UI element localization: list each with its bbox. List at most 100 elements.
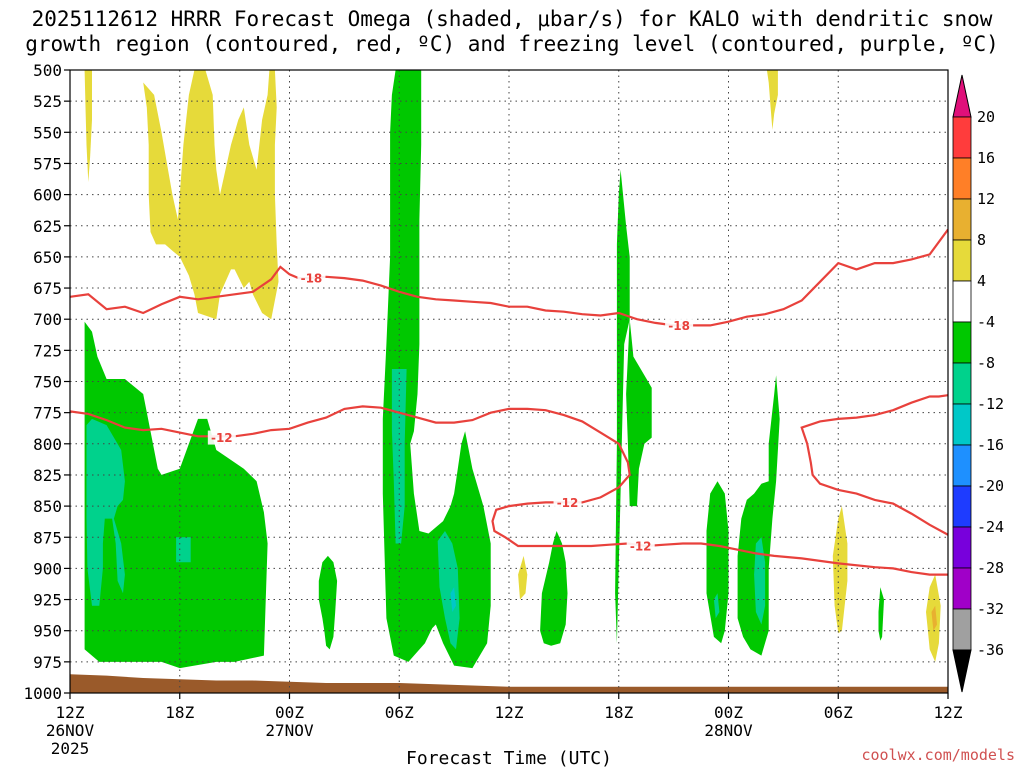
omega-region-sinking-4-8-4	[518, 555, 528, 600]
colorbar-band	[952, 239, 972, 282]
x-tick-label: 00Z	[714, 703, 743, 722]
y-tick-label: 725	[33, 341, 62, 360]
omega-region-rising-4-8-2	[382, 70, 491, 669]
omega-region-sinking-4-8-5	[832, 506, 848, 634]
x-tick-date: 28NOV	[704, 721, 753, 740]
omega-region-rising-4-8-3	[318, 555, 338, 650]
omega-region-rising-4-8-1	[84, 321, 268, 669]
x-tick-label: 06Z	[824, 703, 853, 722]
y-axis: 500 525 550 575 600 625 650 675 700 725 750 775 800 8…	[23, 61, 70, 703]
x-tick-label: 06Z	[385, 703, 414, 722]
colorbar-tick-label: 16	[977, 149, 995, 167]
y-tick-label: 525	[33, 92, 62, 111]
plot-layers: -18 -18 -12 -12 -12	[70, 70, 948, 693]
y-tick-label: 575	[33, 154, 62, 173]
colorbar-tick-label: 12	[977, 190, 995, 208]
omega-region-rising-8-12-6	[713, 593, 720, 619]
y-tick-label: 925	[33, 591, 62, 610]
contour-label: -12	[557, 496, 579, 510]
colorbar-band	[952, 321, 972, 364]
omega-region-rising-8-12-5	[754, 537, 766, 625]
colorbar-band	[952, 116, 972, 159]
source-credit: coolwx.com/models	[861, 746, 1015, 764]
omega-region-rising-12-16-1	[450, 587, 456, 612]
colorbar-tick-label: -4	[977, 313, 995, 331]
colorbar-tick-label: 8	[977, 231, 986, 249]
contour-label: -12	[211, 431, 233, 445]
omega-region-rising-8-12-4	[437, 531, 460, 650]
omega-region-sinking-8-12-1	[931, 605, 937, 631]
x-tick-label: 12Z	[495, 703, 524, 722]
y-tick-label: 950	[33, 622, 62, 641]
colorbar-band	[952, 444, 972, 487]
colorbar-band	[952, 608, 972, 651]
omega-region-rising-4-8-5	[615, 169, 652, 644]
omega-region-rising-8-12-1	[86, 418, 125, 606]
contour-label-bg	[665, 318, 694, 333]
contour-label: -18	[301, 272, 323, 286]
grid-lines	[70, 70, 948, 693]
x-tick-year: 2025	[51, 739, 90, 758]
plot-area: -18 -18 -12 -12 -12	[69, 69, 949, 694]
colorbar-tick-label: -16	[977, 436, 1004, 454]
contour-label-bg	[553, 495, 582, 510]
colorbar-tick-label: 4	[977, 272, 986, 290]
y-tick-label: 675	[33, 279, 62, 298]
chart-title-line-1: 2025112612 HRRR Forecast Omega (shaded, …	[32, 7, 993, 31]
colorbar-tick-label: -28	[977, 559, 1004, 577]
colorbar-tick-label: -24	[977, 518, 1004, 536]
chart-title-line-2: growth region (contoured, red, ºC) and f…	[25, 32, 999, 56]
y-tick-label: 875	[33, 528, 62, 547]
colorbar-band	[952, 567, 972, 610]
omega-region-rising-4-8-4	[540, 531, 568, 646]
omega-region-sinking-4-8-2	[143, 70, 279, 320]
y-tick-label: 750	[33, 373, 62, 392]
colorbar-tick-label: -36	[977, 641, 1004, 659]
colorbar-band	[952, 362, 972, 405]
y-tick-label: 775	[33, 404, 62, 423]
colorbar-tick-label: -20	[977, 477, 1004, 495]
x-tick-label: 12Z	[56, 703, 85, 722]
y-tick-label: 800	[33, 435, 62, 454]
contour-label-bg	[207, 430, 236, 445]
x-tick-label: 00Z	[275, 703, 304, 722]
x-tick-label: 18Z	[604, 703, 633, 722]
colorbar-tick-label: -32	[977, 600, 1004, 618]
terrain-fill	[70, 674, 948, 693]
y-tick-label: 975	[33, 653, 62, 672]
contour-label-bg	[297, 271, 326, 286]
y-tick-label: 500	[33, 61, 62, 80]
colorbar: 20 16 12 8 4 -4 -8 -12 -16 -20 -24 -28 -32 -36	[952, 74, 1004, 693]
colorbar-tick-label: -8	[977, 354, 995, 372]
contour--12-2	[70, 405, 948, 576]
colorbar-top-arrow	[952, 74, 972, 118]
colorbar-band	[952, 403, 972, 446]
contour-label: -12	[630, 539, 652, 553]
colorbar-band	[952, 198, 972, 241]
omega-region-rising-4-8-6	[706, 481, 729, 644]
colorbar-tick-label: -12	[977, 395, 1004, 413]
y-tick-label: 850	[33, 497, 62, 516]
y-tick-label: 600	[33, 186, 62, 205]
omega-region-rising-4-8-8	[878, 587, 884, 641]
omega-region-sinking-4-8-3	[766, 70, 778, 130]
x-tick-date: 26NOV	[46, 721, 95, 740]
colorbar-tick-label: 20	[977, 108, 995, 126]
x-axis-label: Forecast Time (UTC)	[406, 748, 612, 768]
contour-label: -18	[668, 319, 690, 333]
colorbar-band	[952, 485, 972, 528]
y-tick-label: 650	[33, 248, 62, 267]
contour--18-1	[70, 228, 948, 327]
colorbar-band	[952, 280, 972, 323]
colorbar-band	[952, 157, 972, 200]
y-tick-label: 825	[33, 466, 62, 485]
x-tick-label: 18Z	[165, 703, 194, 722]
contour--12-3	[800, 394, 948, 536]
contour-label-bg	[626, 538, 655, 553]
omega-region-rising-4-8-7	[737, 375, 780, 656]
omega-region-rising-8-12-2	[176, 537, 191, 563]
colorbar-bottom-arrow	[952, 649, 972, 693]
y-tick-label: 550	[33, 123, 62, 142]
